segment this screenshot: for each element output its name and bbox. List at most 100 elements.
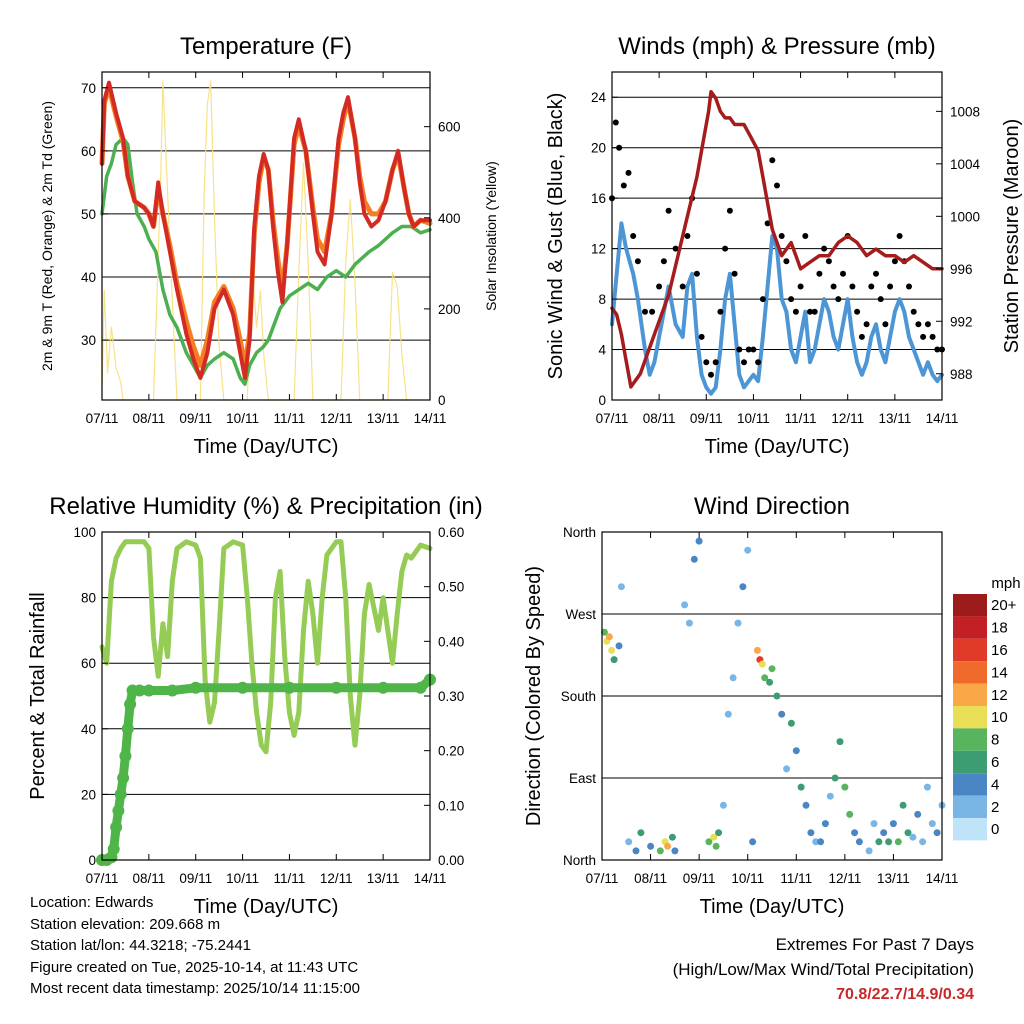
- y-tick-label: 40: [81, 722, 96, 737]
- gust-point: [877, 296, 884, 303]
- x-tick-label: 11/11: [274, 871, 306, 886]
- y-tick-label: 60: [81, 656, 96, 671]
- temp-9m-line: [99, 85, 433, 368]
- gust-point: [708, 371, 714, 378]
- gust-point: [854, 308, 861, 315]
- colorbar-swatch: [953, 661, 987, 684]
- direction-point: [744, 546, 752, 554]
- gust-point: [755, 359, 762, 366]
- gust-point: [726, 207, 733, 214]
- direction-point: [758, 660, 766, 668]
- precip-line: [97, 675, 435, 865]
- recent-data-text: Most recent data timestamp: 2025/10/14 1…: [30, 980, 360, 997]
- direction-point: [831, 774, 839, 782]
- x-tick-label: 12/11: [320, 411, 353, 426]
- x-axis-label: Time (Day/UTC): [705, 436, 850, 458]
- direction-point: [773, 692, 781, 700]
- direction-point: [610, 656, 618, 664]
- gust-point: [649, 308, 656, 315]
- gust-point: [612, 119, 619, 126]
- gust-point: [783, 258, 790, 265]
- y-tick-label: 50: [81, 207, 96, 222]
- y-axis-label: Direction (Colored By Speed): [523, 566, 545, 826]
- gust-point: [788, 296, 795, 303]
- x-tick-label: 07/11: [586, 871, 619, 886]
- direction-point: [841, 783, 849, 791]
- x-tick-label: 09/11: [179, 871, 212, 886]
- gust-point: [769, 157, 776, 164]
- direction-point: [664, 842, 672, 850]
- gust-point: [887, 283, 894, 290]
- y2-tick-label: 996: [950, 262, 973, 277]
- x-tick-label: 07/11: [596, 411, 629, 426]
- y-tick-label: North: [563, 853, 596, 868]
- y2-axis-label: Solar Insolation (Yellow): [483, 161, 499, 311]
- direction-point: [734, 619, 742, 627]
- chart-title: Relative Humidity (%) & Precipitation (i…: [49, 493, 482, 520]
- gust-point: [620, 182, 627, 189]
- x-tick-label: 14/11: [414, 871, 447, 886]
- y2-tick-label: 0.10: [438, 798, 464, 813]
- gust-point: [616, 144, 623, 151]
- gust-point: [802, 233, 809, 239]
- colorbar-label: 10: [991, 709, 1008, 726]
- direction-point: [739, 583, 747, 591]
- direction-point: [894, 838, 902, 846]
- direction-point: [889, 820, 897, 828]
- direction-point: [846, 810, 854, 818]
- colorbar-label: 16: [991, 642, 1008, 659]
- y2-tick-label: 1008: [950, 104, 980, 119]
- gust-point: [736, 346, 743, 353]
- y-tick-label: 30: [81, 333, 96, 348]
- colorbar-label: 12: [991, 687, 1008, 704]
- direction-point: [768, 665, 776, 673]
- colorbar-swatch: [953, 683, 987, 706]
- colorbar-swatch: [953, 750, 987, 774]
- y2-tick-label: 0.30: [438, 689, 464, 704]
- humidity-precip-chart: Relative Humidity (%) & Precipitation (i…: [27, 493, 483, 918]
- gust-point: [873, 270, 879, 277]
- direction-point: [855, 838, 863, 846]
- gust-point: [717, 308, 724, 315]
- y2-tick-label: 0.60: [438, 525, 464, 540]
- direction-point: [851, 829, 859, 837]
- gust-point: [731, 270, 738, 277]
- colorbar-swatch: [953, 594, 987, 617]
- y2-tick-label: 0: [438, 393, 446, 408]
- station-info: Location: Edwards Station elevation: 209…: [30, 892, 360, 1000]
- x-tick-label: 13/11: [367, 871, 400, 886]
- colorbar: mph 20+ 18 16 14 12 10 8 6 4 2 0: [953, 575, 1021, 841]
- gust-point: [698, 333, 705, 340]
- direction-point: [647, 842, 655, 850]
- direction-point: [914, 810, 922, 818]
- direction-point: [712, 842, 720, 850]
- y-tick-label: 100: [73, 525, 96, 540]
- y-tick-label: 12: [591, 242, 606, 257]
- gust-point: [868, 283, 875, 290]
- x-tick-label: 09/11: [179, 411, 212, 426]
- gust-point: [821, 245, 828, 252]
- colorbar-unit-label: mph: [991, 575, 1020, 592]
- y2-tick-label: 1004: [950, 157, 981, 172]
- direction-point: [719, 801, 727, 809]
- direction-point: [766, 678, 774, 686]
- x-axis-label: Time (Day/UTC): [194, 436, 339, 458]
- y2-tick-label: 400: [438, 211, 461, 226]
- gust-point: [929, 333, 936, 340]
- direction-point: [710, 833, 718, 841]
- colorbar-label: 6: [991, 754, 999, 771]
- direction-point: [836, 738, 844, 746]
- y2-tick-label: 200: [438, 302, 461, 317]
- x-tick-label: 13/11: [877, 871, 910, 886]
- gust-point: [703, 359, 710, 366]
- y2-tick-label: 0.40: [438, 634, 464, 649]
- colorbar-swatch: [953, 773, 987, 796]
- direction-point: [880, 829, 888, 837]
- gust-point: [858, 333, 865, 340]
- colorbar-label: 14: [991, 664, 1008, 681]
- gust-point: [896, 233, 903, 239]
- x-tick-label: 07/11: [86, 871, 119, 886]
- direction-point: [909, 833, 917, 841]
- temp-2m-line: [100, 80, 432, 380]
- direction-point: [690, 555, 698, 563]
